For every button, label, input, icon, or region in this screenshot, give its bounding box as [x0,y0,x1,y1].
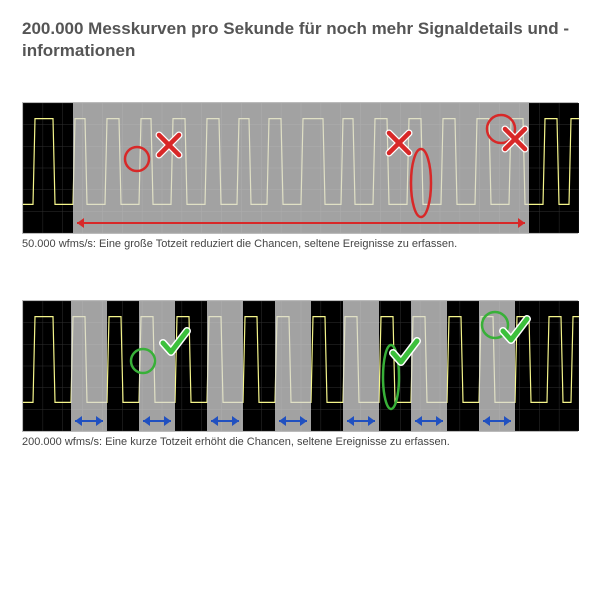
scope-panel-2 [22,300,578,432]
scope-waveform-1 [23,103,579,233]
caption-1: 50.000 wfms/s: Eine große Totzeit reduzi… [22,238,578,250]
caption-2: 200.000 wfms/s: Eine kurze Totzeit erhöh… [22,436,578,448]
scope-waveform-2 [23,301,579,431]
scope-panel-1 [22,102,578,234]
page-title: 200.000 Messkurven pro Sekunde für noch … [22,18,578,62]
